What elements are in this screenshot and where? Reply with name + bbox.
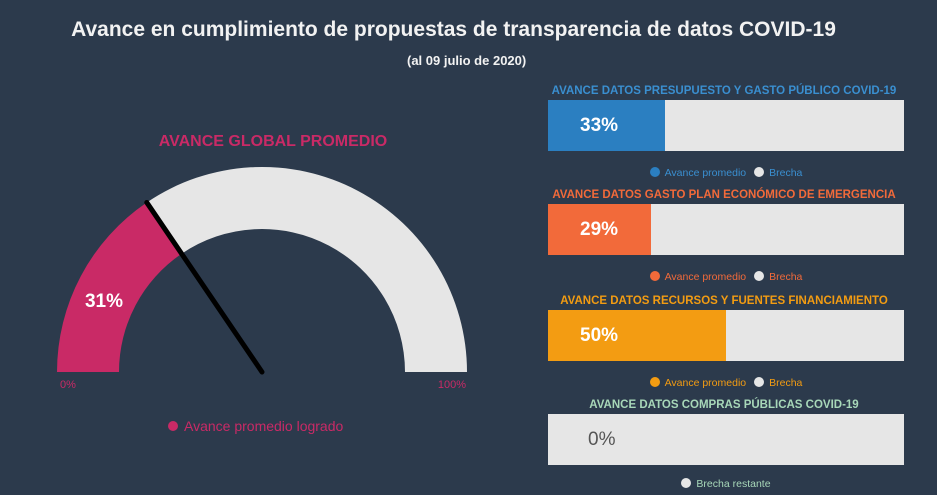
page-title: Avance en cumplimiento de propuestas de …	[71, 18, 836, 41]
gauge-value-arc	[57, 202, 182, 372]
legend-dot	[754, 167, 765, 178]
gauge-legend-label: Avance promedio logrado	[184, 418, 344, 434]
bar-track: 33%	[548, 100, 904, 151]
legend-label: Avance promedio	[664, 271, 747, 283]
bar-value-label: 0%	[588, 429, 616, 450]
legend-item: Avance promedio	[649, 167, 747, 179]
gauge-legend: Avance promedio logrado	[168, 418, 343, 434]
gauge-min-label: 0%	[60, 379, 76, 391]
legend-item: Brecha	[754, 271, 802, 283]
bar-fill	[548, 204, 652, 255]
bar-fill	[548, 100, 666, 151]
gauge-value-label: 31%	[85, 291, 123, 312]
legend-item: Avance promedio	[649, 271, 747, 283]
legend-item: Brecha restante	[681, 478, 771, 490]
page-subtitle: (al 09 julio de 2020)	[407, 53, 527, 68]
legend-dot	[681, 478, 692, 489]
legend-label: Brecha	[769, 271, 803, 283]
legend-dot	[649, 271, 660, 282]
legend-label: Brecha restante	[696, 478, 771, 490]
legend-label: Brecha	[769, 167, 803, 179]
legend-dot	[649, 167, 660, 178]
legend-label: Avance promedio	[664, 377, 747, 389]
bar-title: AVANCE DATOS PRESUPUESTO Y GASTO PÚBLICO…	[551, 85, 897, 97]
bar-legend: Brecha restante	[548, 478, 904, 490]
gauge-max-label: 100%	[438, 379, 466, 391]
bar-legend: Avance promedio Brecha	[548, 167, 904, 179]
bar-title: AVANCE DATOS COMPRAS PÚBLICAS COVID-19	[589, 399, 859, 411]
bar-title: AVANCE DATOS GASTO PLAN ECONÓMICO DE EME…	[552, 189, 896, 201]
bar-track: 0%	[548, 414, 904, 465]
bar-fill	[548, 310, 726, 361]
legend-item: Brecha	[754, 377, 802, 389]
legend-dot	[754, 271, 765, 282]
bar-value-label: 33%	[580, 115, 619, 136]
bar-value-label: 29%	[580, 219, 619, 240]
bar-title: AVANCE DATOS RECURSOS Y FUENTES FINANCIA…	[560, 295, 888, 307]
gauge-title: AVANCE GLOBAL PROMEDIO	[159, 133, 387, 150]
legend-dot	[649, 377, 660, 388]
bar-track: 50%	[548, 310, 904, 361]
bar-track: 29%	[548, 204, 904, 255]
gauge-needle	[144, 199, 265, 375]
legend-label: Brecha	[769, 377, 803, 389]
gauge-legend-dot	[168, 421, 178, 432]
legend-item: Brecha	[754, 167, 802, 179]
legend-dot	[754, 377, 765, 388]
legend-item: Avance promedio	[649, 377, 747, 389]
gauge-remainder-arc	[146, 167, 468, 372]
bar-legend: Avance promedio Brecha	[548, 377, 904, 389]
gauge-chart: AVANCE GLOBAL PROMEDIO 31% 0% 100%	[57, 133, 468, 391]
bar-value-label: 50%	[580, 325, 619, 346]
bar-legend: Avance promedio Brecha	[548, 271, 904, 283]
legend-label: Avance promedio	[664, 167, 747, 179]
